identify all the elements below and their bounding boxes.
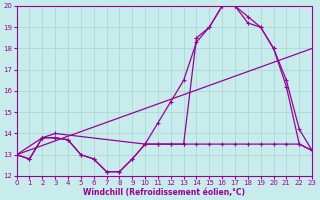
X-axis label: Windchill (Refroidissement éolien,°C): Windchill (Refroidissement éolien,°C) — [84, 188, 245, 197]
